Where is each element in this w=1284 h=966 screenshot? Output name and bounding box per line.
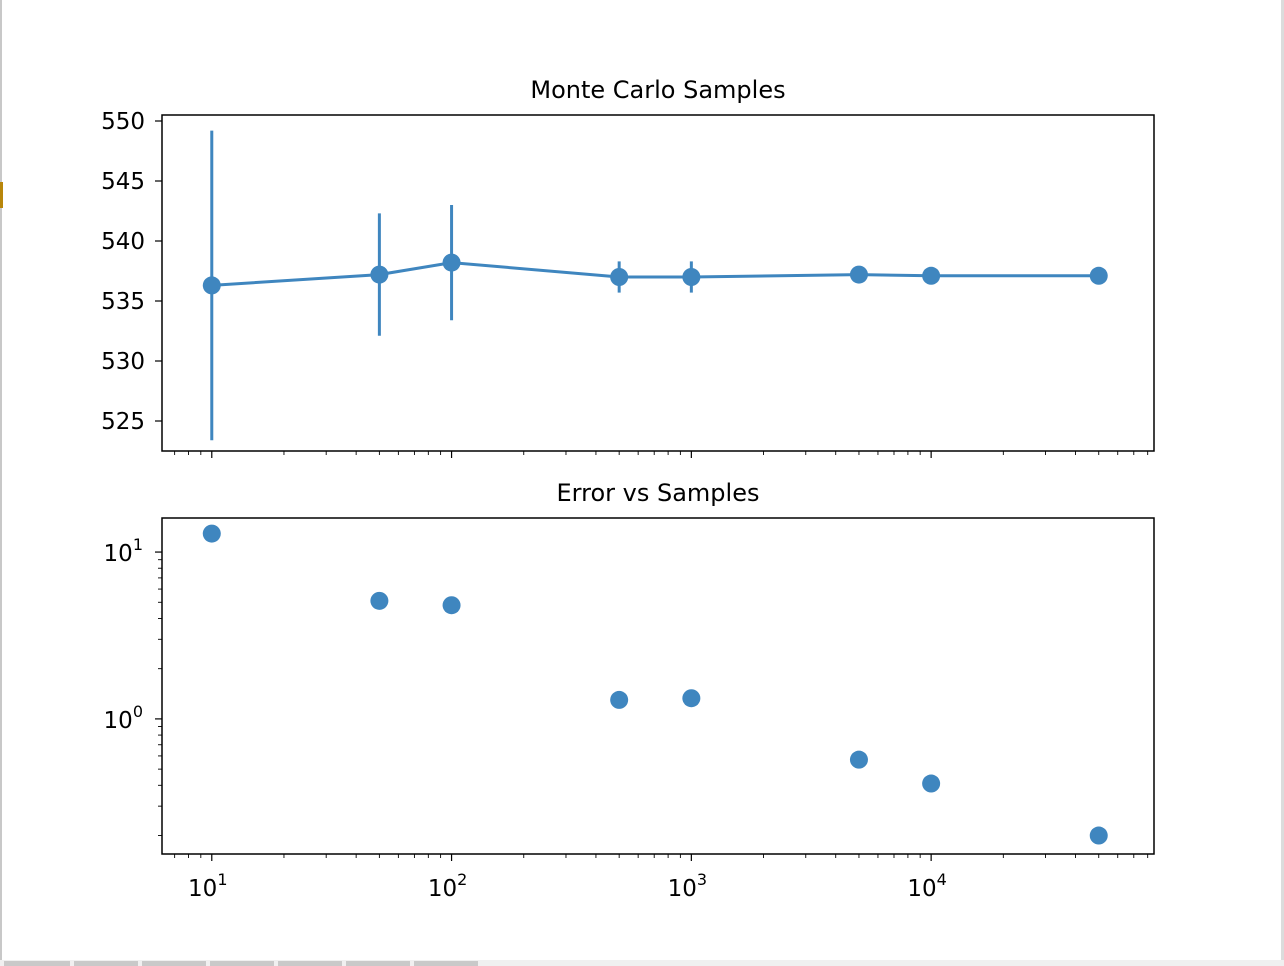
x-tick-label: 101 <box>188 870 227 902</box>
window-edge-accent <box>0 182 3 208</box>
data-point <box>202 524 221 543</box>
toolbar-segment[interactable] <box>346 961 410 966</box>
x-tick-label: 104 <box>907 870 946 902</box>
bottom-plot-frame <box>161 517 1155 855</box>
top-plot-frame <box>161 114 1155 452</box>
data-point <box>849 750 868 769</box>
y-tick-label: 545 <box>101 169 145 195</box>
toolbar-segment[interactable] <box>4 961 70 966</box>
data-point <box>202 276 221 295</box>
top-axes: Monte Carlo Samples 525 530 535 540 545 550 <box>101 76 1155 458</box>
mean-line <box>211 261 1099 287</box>
y-tick-label: 550 <box>101 109 145 135</box>
y-tick-label: 540 <box>101 229 145 255</box>
y-tick-label: 530 <box>101 349 145 375</box>
data-point <box>849 265 868 284</box>
top-chart-title: Monte Carlo Samples <box>530 76 785 104</box>
toolbar-segment[interactable] <box>278 961 342 966</box>
window-right-edge <box>1281 0 1284 966</box>
data-point <box>1089 826 1108 845</box>
data-point <box>442 253 461 272</box>
toolbar-segment[interactable] <box>210 961 274 966</box>
data-point <box>610 690 629 709</box>
data-point <box>370 265 389 284</box>
bottom-toolbar-strip <box>0 960 1284 966</box>
data-point <box>922 266 941 285</box>
y-tick-label: 101 <box>104 535 143 567</box>
data-point <box>442 596 461 615</box>
data-point <box>370 591 389 610</box>
x-tick-label: 102 <box>428 870 467 902</box>
window-left-edge <box>0 0 2 966</box>
toolbar-segment[interactable] <box>74 961 138 966</box>
data-point <box>922 774 941 793</box>
data-point <box>610 268 629 286</box>
y-tick-label: 100 <box>104 702 143 734</box>
bottom-axes: Error vs Samples 100 101 101 102 103 104 <box>104 479 1155 902</box>
bottom-chart-title: Error vs Samples <box>557 479 760 507</box>
x-tick-label: 103 <box>668 870 707 902</box>
bottom-chart-marks: 100 101 101 102 103 104 <box>104 524 1149 902</box>
toolbar-segment[interactable] <box>414 961 478 966</box>
y-tick-label: 535 <box>101 289 145 315</box>
data-point <box>1089 266 1108 285</box>
toolbar-segment[interactable] <box>142 961 206 966</box>
data-point <box>682 268 701 286</box>
top-chart-marks: 525 530 535 540 545 550 <box>101 109 1149 458</box>
y-tick-label: 525 <box>101 409 145 435</box>
data-point <box>682 689 701 708</box>
